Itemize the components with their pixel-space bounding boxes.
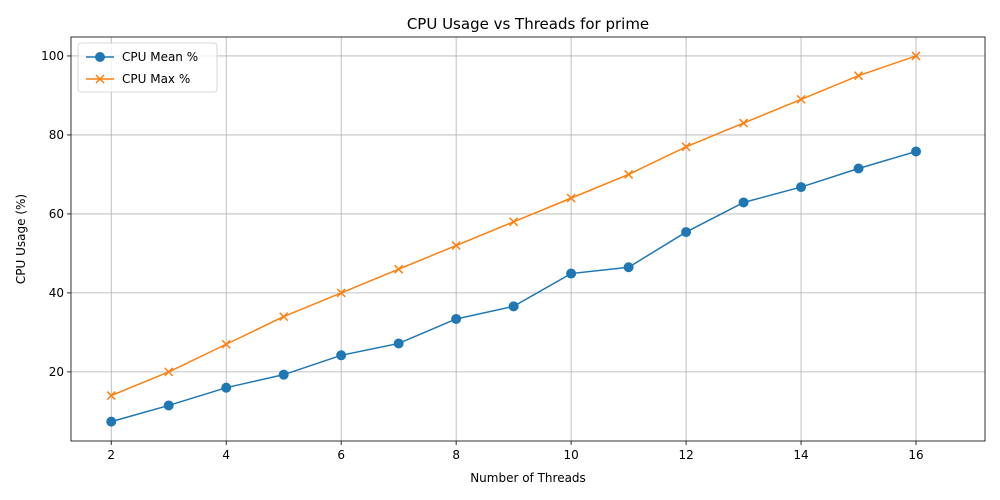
x-tick-label: 4 xyxy=(222,448,230,462)
x-tick-label: 2 xyxy=(107,448,115,462)
data-point xyxy=(451,240,461,251)
data-point xyxy=(854,71,864,81)
legend-label: CPU Mean % xyxy=(122,50,198,64)
data-point xyxy=(336,288,346,298)
data-point xyxy=(163,400,174,411)
data-point xyxy=(279,312,289,322)
axes-frame xyxy=(70,36,986,442)
data-point xyxy=(853,163,864,174)
data-point xyxy=(221,339,231,349)
y-tick-label: 100 xyxy=(41,49,64,63)
data-point xyxy=(739,118,749,128)
y-tick-label: 80 xyxy=(49,128,64,142)
series-layer xyxy=(106,51,922,427)
data-point xyxy=(796,94,806,104)
data-point xyxy=(796,182,807,193)
series-cpu-max xyxy=(106,51,921,401)
y-axis-label: CPU Usage (%) xyxy=(14,194,28,284)
data-point xyxy=(624,169,634,179)
data-point xyxy=(738,197,749,208)
x-tick-label: 16 xyxy=(908,448,923,462)
data-point xyxy=(164,367,174,377)
data-point xyxy=(509,217,519,227)
data-point xyxy=(681,142,691,152)
gridlines xyxy=(71,37,985,441)
data-point xyxy=(393,338,404,349)
y-tick-label: 60 xyxy=(49,207,64,221)
data-point xyxy=(394,264,404,274)
data-point xyxy=(508,301,519,312)
x-tick-label: 8 xyxy=(452,448,460,462)
data-point xyxy=(221,382,232,393)
y-tick-label: 40 xyxy=(49,286,64,300)
x-tick-label: 10 xyxy=(563,448,578,462)
legend: CPU Mean % CPU Max % xyxy=(77,42,218,93)
data-point xyxy=(336,350,347,361)
plot-area xyxy=(71,37,985,441)
data-point xyxy=(681,227,692,238)
data-point xyxy=(451,313,462,324)
y-tick-label: 20 xyxy=(49,365,64,379)
data-point xyxy=(106,391,116,401)
x-tick-label: 12 xyxy=(678,448,693,462)
data-point xyxy=(911,146,922,157)
data-point xyxy=(566,193,576,203)
data-point xyxy=(566,268,577,279)
data-point xyxy=(278,369,289,380)
data-point xyxy=(911,51,921,61)
x-tick-label: 6 xyxy=(337,448,345,462)
chart-title: CPU Usage vs Threads for prime xyxy=(407,15,649,33)
axis-ticks: 2 4 6 8 10 12 14 16 20 40 60 80 100 xyxy=(41,49,924,462)
legend-swatch-marker xyxy=(95,74,105,84)
data-point xyxy=(623,262,634,273)
x-tick-label: 14 xyxy=(793,448,808,462)
data-point xyxy=(106,416,117,427)
legend-swatch-marker xyxy=(95,52,105,62)
series-cpu-mean xyxy=(106,146,922,427)
x-axis-label: Number of Threads xyxy=(470,471,586,485)
legend-label: CPU Max % xyxy=(122,72,190,86)
